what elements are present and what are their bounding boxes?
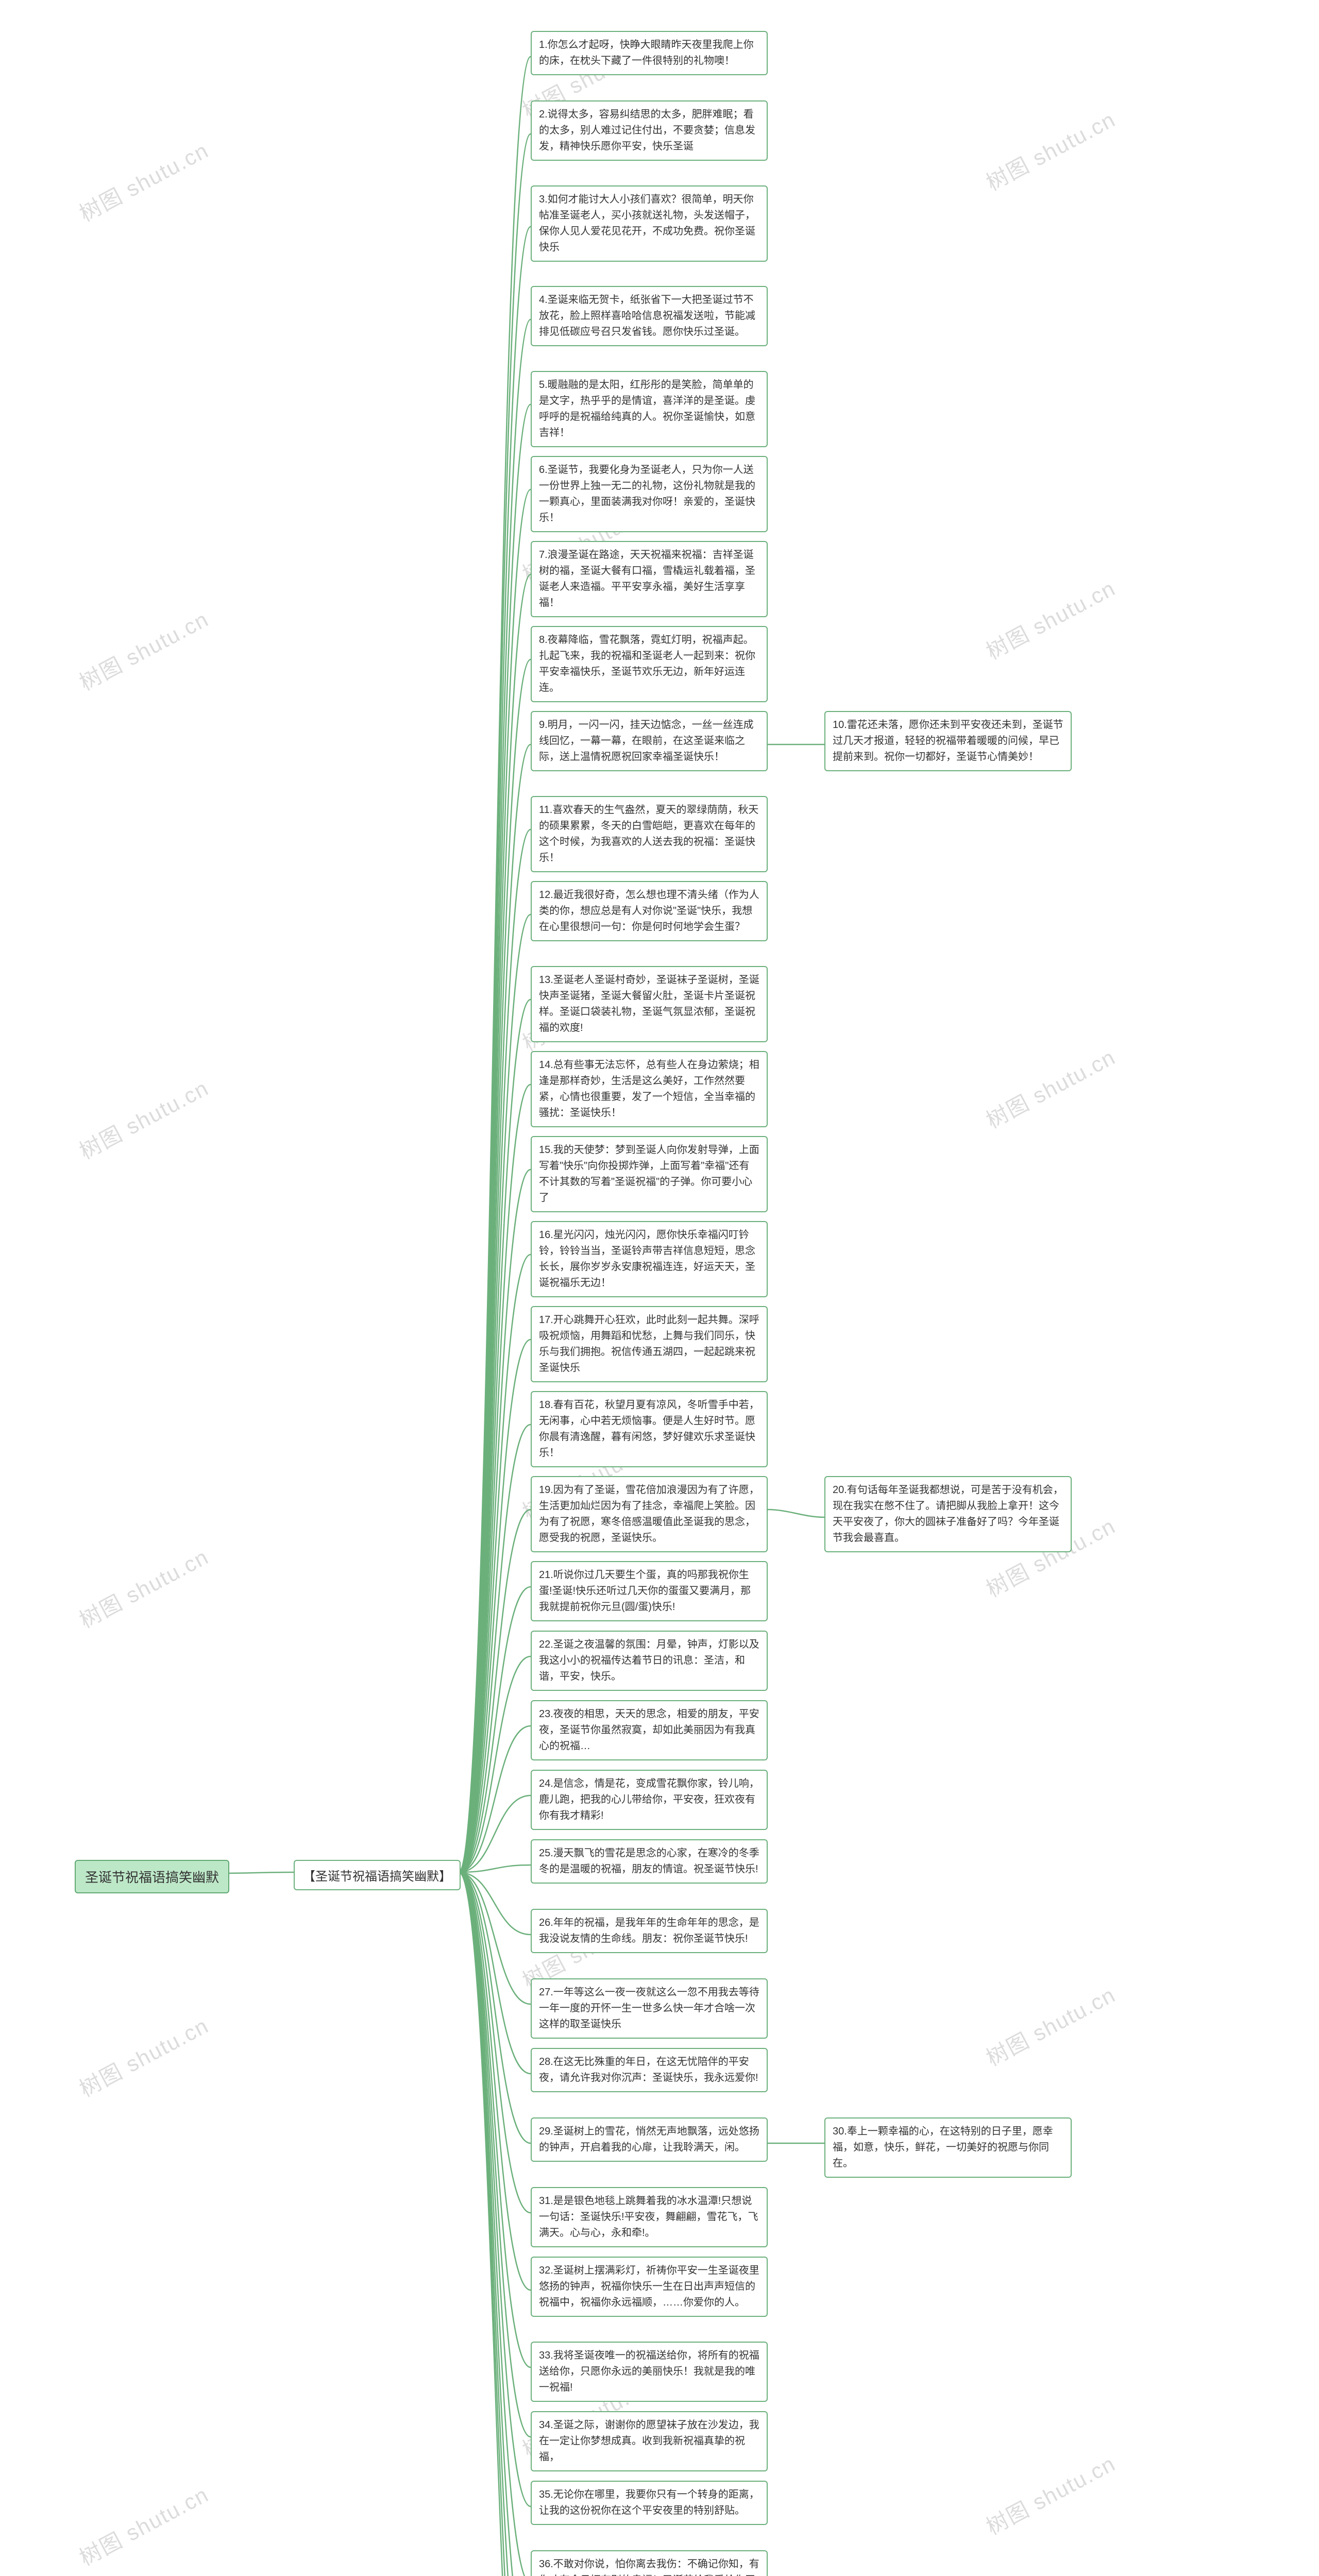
watermark: 树图 shutu.cn — [980, 1978, 1121, 2073]
leaf-node-21[interactable]: 21.听说你过几天要生个蛋，真的吗那我祝你生蛋!圣诞!快乐还听过几天你的蛋蛋又要… — [531, 1561, 768, 1621]
leaf-node-16[interactable]: 16.星光闪闪，烛光闪闪，愿你快乐幸福闪叮钤铃，铃铃当当，圣诞铃声带吉祥信息短短… — [531, 1221, 768, 1297]
leaf-node-20[interactable]: 20.有句话每年圣诞我都想说，可是苦于没有机会，现在我实在憋不住了。请把脚从我脸… — [824, 1476, 1072, 1552]
connector-line — [459, 1726, 531, 1872]
watermark: 树图 shutu.cn — [73, 1071, 214, 1166]
connector-line — [459, 1872, 531, 2004]
connector-line — [459, 1170, 531, 1872]
leaf-node-27[interactable]: 27.一年等这么一夜一夜就这么一忽不用我去等待一年一度的开怀一生一世多么快一年才… — [531, 1978, 768, 2039]
connector-line — [459, 1872, 531, 2576]
connector-line — [459, 1872, 531, 2576]
connector-line — [459, 57, 531, 1872]
leaf-node-25[interactable]: 25.漫天飘飞的雪花是思念的心家，在寒冷的冬季冬的是温暖的祝福，朋友的情谊。祝圣… — [531, 1839, 768, 1884]
connector-line — [459, 319, 531, 1872]
leaf-node-29[interactable]: 29.圣诞树上的雪花，悄然无声地飘落，远处悠扬的钟声，开启着我的心扉，让我聆满天… — [531, 2117, 768, 2162]
connector-line — [459, 1872, 531, 2437]
leaf-node-14[interactable]: 14.总有些事无法忘怀，总有些人在身边萦烧；相逢是那样奇妙，生活是这么美好，工作… — [531, 1051, 768, 1127]
connector-line — [459, 1425, 531, 1872]
connector-line — [459, 1340, 531, 1872]
watermark: 树图 shutu.cn — [73, 2009, 214, 2104]
connector-line — [459, 1865, 531, 1872]
leaf-node-24[interactable]: 24.是信念，情是花，变成雪花飘你家，铃儿响，鹿儿跑，把我的心儿带给你，平安夜，… — [531, 1770, 768, 1830]
connector-line — [219, 1872, 294, 1873]
leaf-node-8[interactable]: 8.夜幕降临，雪花飘落，霓虹灯明，祝福声起。扎起飞来，我的祝福和圣诞老人一起到来… — [531, 626, 768, 702]
connector-line — [459, 1872, 531, 2506]
connector-line — [459, 1084, 531, 1872]
leaf-node-36[interactable]: 36.不敢对你说，怕你离去我伤：不确记你知，有你才有今日拥有别的幸福！圣诞节给我… — [531, 2550, 768, 2576]
connector-line — [459, 1872, 531, 2143]
leaf-node-12[interactable]: 12.最近我很好奇，怎么想也理不清头绪（作为人类的你，想应总是有人对你说"圣诞"… — [531, 881, 768, 941]
connector-line — [459, 1872, 531, 2367]
connector-line — [459, 744, 531, 1872]
leaf-node-28[interactable]: 28.在这无比殊重的年日，在这无忧陪伴的平安夜，请允许我对你沉声：圣诞快乐，我永… — [531, 2048, 768, 2092]
leaf-node-31[interactable]: 31.是是银色地毯上跳舞着我的冰水温潭!只想说一句话：圣诞快乐!平安夜，舞翩翩，… — [531, 2187, 768, 2247]
connector-line — [459, 227, 531, 1872]
watermark: 树图 shutu.cn — [980, 571, 1121, 666]
leaf-node-32[interactable]: 32.圣诞树上摆满彩灯，祈祷你平安一生圣诞夜里悠扬的钟声，祝福你快乐一生在日出声… — [531, 2257, 768, 2317]
connector-line — [459, 829, 531, 1872]
leaf-node-10[interactable]: 10.雷花还未落，愿你还未到平安夜还未到，圣诞节过几天才报道，轻轻的祝福带着暖暖… — [824, 711, 1072, 771]
level1-node[interactable]: 【圣诞节祝福语搞笑幽默】 — [294, 1860, 461, 1890]
connector-line — [459, 1255, 531, 1872]
connector-line — [459, 1872, 531, 1935]
leaf-node-6[interactable]: 6.圣诞节，我要化身为圣诞老人，只为你一人送一份世界上独一无二的礼物，这份礼物就… — [531, 456, 768, 532]
leaf-node-30[interactable]: 30.奉上一颗幸福的心，在这特别的日子里，愿幸福，如意，快乐，鲜花，一切美好的祝… — [824, 2117, 1072, 2178]
leaf-node-7[interactable]: 7.浪漫圣诞在路途，天天祝福来祝福：吉祥圣诞树的福，圣诞大餐有口福，雪橇运礼载着… — [531, 541, 768, 617]
connector-line — [459, 1872, 531, 2213]
leaf-node-33[interactable]: 33.我将圣诞夜唯一的祝福送给你，将所有的祝福送给你，只愿你永远的美丽快乐！我就… — [531, 2342, 768, 2402]
leaf-node-5[interactable]: 5.暖融融的是太阳，红彤彤的是笑脸，简单单的是文字，热乎乎的是情谊，喜洋洋的是圣… — [531, 371, 768, 447]
connector-line — [459, 404, 531, 1872]
watermark: 树图 shutu.cn — [980, 2447, 1121, 2541]
leaf-node-34[interactable]: 34.圣诞之际，谢谢你的愿望袜子放在沙发边，我在一定让你梦想成真。收到我新祝福真… — [531, 2411, 768, 2471]
connector-line — [459, 1795, 531, 1872]
leaf-node-18[interactable]: 18.春有百花，秋望月夏有凉风，冬听雪手中若，无闲事，心中若无烦恼事。便是人生好… — [531, 1391, 768, 1467]
connector-line — [459, 1872, 531, 2576]
leaf-node-35[interactable]: 35.无论你在哪里，我要你只有一个转身的距离，让我的这份祝你在这个平安夜里的特别… — [531, 2481, 768, 2525]
watermark: 树图 shutu.cn — [980, 103, 1121, 197]
leaf-node-17[interactable]: 17.开心跳舞开心狂欢，此时此刻一起共舞。深呼吸祝烦恼，用舞蹈和忧愁，上舞与我们… — [531, 1306, 768, 1382]
leaf-node-4[interactable]: 4.圣诞来临无贺卡，纸张省下一大把圣诞过节不放花，脸上照样喜哈哈信息祝福发送啦，… — [531, 286, 768, 346]
leaf-node-3[interactable]: 3.如何才能讨大人小孩们喜欢？很简单，明天你帖准圣诞老人，买小孩就送礼物，头发送… — [531, 185, 768, 262]
watermark: 树图 shutu.cn — [73, 602, 214, 697]
connector-line — [459, 574, 531, 1872]
watermark: 树图 shutu.cn — [73, 133, 214, 228]
leaf-node-1[interactable]: 1.你怎么才起呀，快睁大眼睛昨天夜里我爬上你的床，在枕头下藏了一件很特别的礼物噢… — [531, 31, 768, 75]
connector-line — [459, 1872, 531, 2290]
leaf-node-26[interactable]: 26.年年的祝福，是我年年的生命年年的思念，是我没说友情的生命线。朋友：祝你圣诞… — [531, 1909, 768, 1953]
watermark: 树图 shutu.cn — [73, 1540, 214, 1635]
leaf-node-23[interactable]: 23.夜夜的相思，天天的思念，相爱的朋友，平安夜，圣诞节你虽然寂寞，却如此美丽因… — [531, 1700, 768, 1760]
leaf-node-19[interactable]: 19.因为有了圣诞，雪花倍加浪漫因为有了许愿，生活更加灿烂因为有了挂念，幸福爬上… — [531, 1476, 768, 1552]
leaf-node-22[interactable]: 22.圣诞之夜温馨的氛围：月晕，钟声，灯影以及我这小小的祝福传达着节日的讯息：圣… — [531, 1631, 768, 1691]
leaf-node-15[interactable]: 15.我的天使梦：梦到圣诞人向你发射导弹，上面写着"快乐"向你投掷炸弹，上面写着… — [531, 1136, 768, 1212]
connector-line — [459, 914, 531, 1872]
leaf-node-13[interactable]: 13.圣诞老人圣诞村奇妙，圣诞袜子圣诞树，圣诞快声圣诞猪，圣诞大餐留火肚，圣诞卡… — [531, 966, 768, 1042]
leaf-node-2[interactable]: 2.说得太多，容易纠结思的太多，肥胖难眠；看的太多，别人难过记住付出，不要贪婪；… — [531, 100, 768, 161]
leaf-node-11[interactable]: 11.喜欢春天的生气盎然，夏天的翠绿荫荫，秋天的硕果累累，冬天的白雪皑皑，更喜欢… — [531, 796, 768, 872]
connector-line — [768, 1510, 824, 1517]
connector-line — [459, 489, 531, 1872]
connector-line — [459, 134, 531, 1872]
connector-line — [459, 1872, 531, 2576]
leaf-node-9[interactable]: 9.明月，一闪一闪，挂天边惦念，一丝一丝连成线回忆，一幕一幕，在眼前，在这圣诞来… — [531, 711, 768, 771]
watermark: 树图 shutu.cn — [73, 2478, 214, 2572]
connector-line — [459, 999, 531, 1872]
connector-line — [459, 1872, 531, 2074]
connector-line — [459, 1510, 531, 1872]
connector-line — [459, 1872, 531, 2576]
root-node[interactable]: 圣诞节祝福语搞笑幽默 — [75, 1860, 229, 1893]
connector-line — [459, 1656, 531, 1872]
watermark: 树图 shutu.cn — [980, 1040, 1121, 1135]
connector-line — [459, 659, 531, 1872]
connector-line — [459, 1587, 531, 1872]
